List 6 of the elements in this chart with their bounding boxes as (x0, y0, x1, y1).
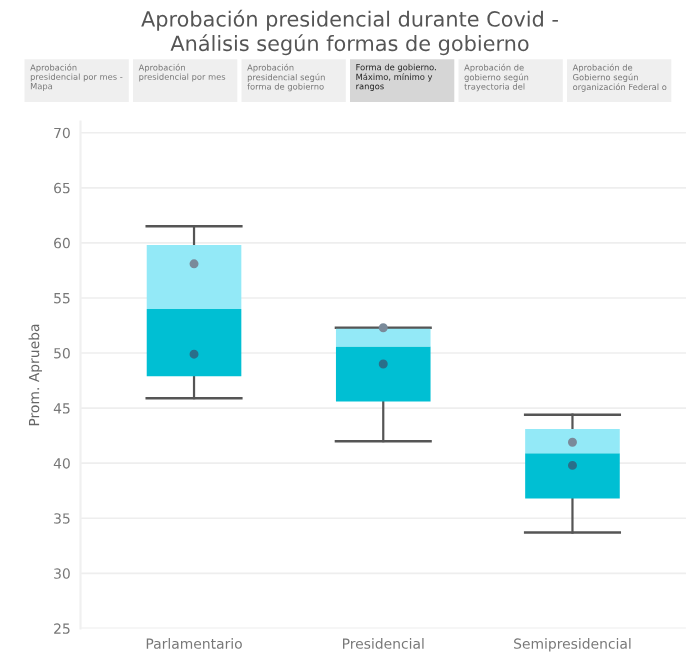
point (378, 359, 388, 369)
chart-title: Aprobación presidencial durante Covid - Análisis según formas de gobierno (141, 9, 558, 56)
point (567, 437, 577, 447)
point (567, 460, 577, 470)
point (189, 259, 199, 269)
point (189, 349, 199, 359)
